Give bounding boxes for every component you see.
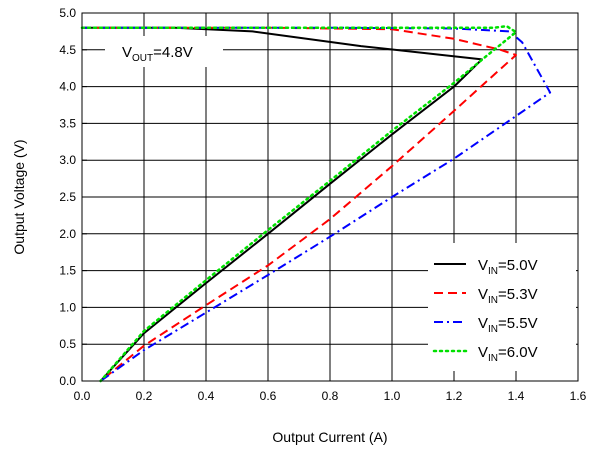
x-tick-label: 1.4 <box>508 389 525 403</box>
annotation-box <box>105 36 223 67</box>
x-tick-label: 0.2 <box>136 389 153 403</box>
y-tick-label: 1.0 <box>59 300 76 314</box>
y-tick-label: 4.0 <box>59 80 76 94</box>
legend-label: VIN=6.0V <box>478 344 538 364</box>
x-tick-label: 0.0 <box>74 389 91 403</box>
annotation: VOUT=4.8V <box>105 36 223 67</box>
vout-annotation: VOUT=4.8V <box>122 44 193 64</box>
ticks: 0.0 0.2 0.4 0.6 0.8 1.0 1.2 1.4 1.6 0.0 0.5 1.0 1.5 2… <box>59 6 586 403</box>
y-tick-label: 5.0 <box>59 6 76 20</box>
legend-label: VIN=5.3V <box>478 286 538 306</box>
x-tick-label: 0.4 <box>198 389 215 403</box>
x-axis-title: Output Current (A) <box>272 429 387 445</box>
y-tick-label: 4.5 <box>59 43 76 57</box>
y-tick-label: 2.5 <box>59 190 76 204</box>
x-tick-label: 1.6 <box>570 389 587 403</box>
y-axis-title: Output Voltage (V) <box>11 139 27 254</box>
series-group <box>80 24 552 383</box>
legend-label: VIN=5.0V <box>478 257 538 277</box>
series-line <box>82 26 552 382</box>
y-tick-label: 3.5 <box>59 116 76 130</box>
legend-label: VIN=5.5V <box>478 315 538 335</box>
y-tick-label: 1.5 <box>59 264 76 278</box>
x-tick-label: 1.2 <box>446 389 463 403</box>
y-tick-label: 0.5 <box>59 337 76 351</box>
series-line <box>80 24 518 383</box>
series-line <box>82 26 483 382</box>
x-tick-label: 0.8 <box>322 389 339 403</box>
y-tick-label: 2.0 <box>59 227 76 241</box>
x-tick-label: 0.6 <box>260 389 277 403</box>
y-tick-label: 0.0 <box>59 374 76 388</box>
legend: VIN=5.0V VIN=5.3V VIN=5.5V VIN=6.0V <box>428 243 576 371</box>
y-tick-label: 3.0 <box>59 153 76 167</box>
x-tick-label: 1.0 <box>384 389 401 403</box>
